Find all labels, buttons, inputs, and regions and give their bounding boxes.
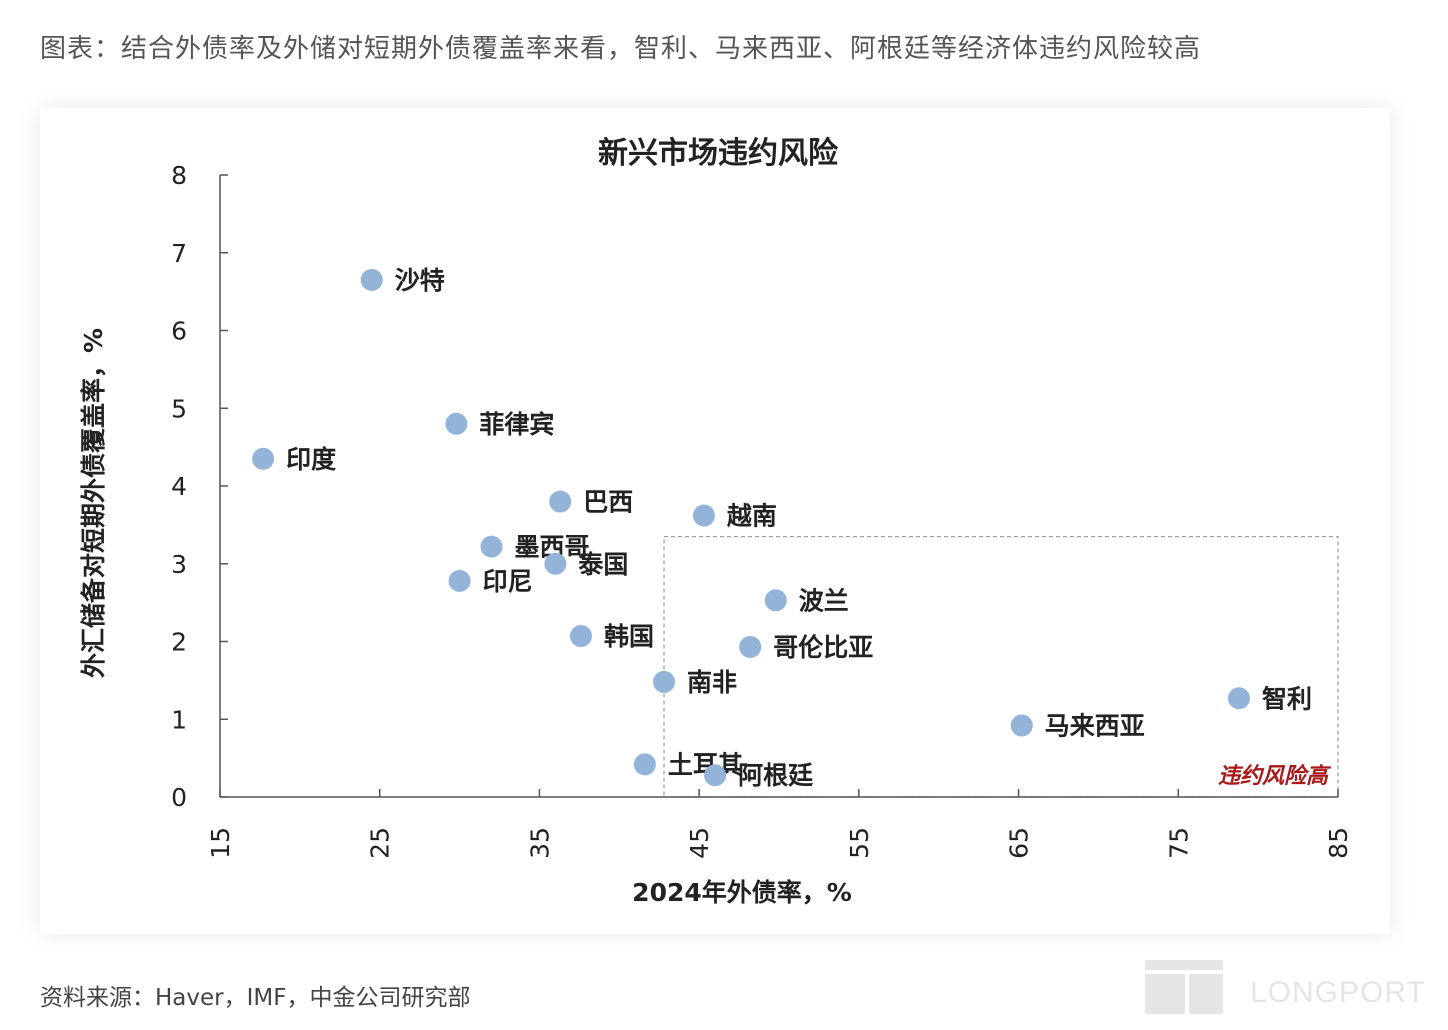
x-tick-label: 35 bbox=[525, 827, 554, 859]
data-point-label: 印尼 bbox=[483, 567, 533, 596]
data-point bbox=[704, 764, 727, 787]
x-tick-label: 85 bbox=[1324, 827, 1353, 859]
data-point bbox=[633, 753, 656, 776]
data-point bbox=[692, 504, 715, 527]
data-point-label: 智利 bbox=[1262, 684, 1312, 713]
data-point-label: 波兰 bbox=[799, 586, 849, 615]
x-tick-label: 45 bbox=[685, 827, 714, 859]
x-tick-label: 25 bbox=[366, 827, 395, 859]
data-point bbox=[480, 535, 503, 558]
data-point bbox=[653, 670, 676, 693]
data-point-label: 泰国 bbox=[578, 550, 628, 579]
x-tick-label: 55 bbox=[845, 827, 874, 859]
data-point-label: 印度 bbox=[286, 445, 336, 474]
y-tick-label: 4 bbox=[171, 472, 187, 501]
y-tick-label: 5 bbox=[171, 394, 187, 423]
data-point-label: 韩国 bbox=[604, 622, 654, 651]
data-point-label: 沙特 bbox=[395, 266, 445, 295]
y-tick-label: 1 bbox=[171, 705, 187, 734]
data-point-label: 越南 bbox=[727, 502, 777, 531]
data-point bbox=[544, 552, 567, 575]
data-point bbox=[360, 268, 383, 291]
y-tick-label: 8 bbox=[171, 161, 187, 190]
source-note: 资料来源：Haver，IMF，中金公司研究部 bbox=[40, 985, 471, 1011]
data-point bbox=[739, 635, 762, 658]
risk-region-label: 违约风险高 bbox=[1218, 763, 1332, 789]
y-tick-label: 2 bbox=[171, 628, 187, 657]
chart-title: 新兴市场违约风险 bbox=[598, 136, 839, 171]
data-point bbox=[569, 625, 592, 648]
y-tick-label: 7 bbox=[171, 239, 187, 268]
data-point bbox=[549, 490, 572, 513]
x-tick-label: 65 bbox=[1005, 827, 1034, 859]
data-point-label: 南非 bbox=[687, 668, 737, 697]
longport-logo-icon bbox=[1145, 960, 1223, 1014]
data-point-label: 哥伦比亚 bbox=[773, 633, 873, 662]
watermark-logo: LONGPORT bbox=[1145, 960, 1435, 1020]
data-point-label: 菲律宾 bbox=[479, 410, 554, 439]
x-tick-label: 15 bbox=[206, 827, 235, 859]
page-heading: 图表：结合外债率及外储对短期外债覆盖率来看，智利、马来西亚、阿根廷等经济体违约风… bbox=[40, 34, 1202, 64]
x-axis-title: 2024年外债率，% bbox=[632, 878, 852, 907]
x-tick-label: 75 bbox=[1164, 827, 1193, 859]
chart-card: 违约风险高 0 1 2 3 4 5 6 7 8 15 25 35 45 55 65 75 85 沙特 菲律宾 印度巴… bbox=[40, 108, 1390, 934]
data-point-label: 巴西 bbox=[583, 488, 633, 517]
data-point bbox=[1010, 714, 1033, 737]
y-axis-title: 外汇储备对短期外债覆盖率，% bbox=[79, 328, 108, 678]
data-point bbox=[252, 447, 275, 470]
risk-region-box bbox=[663, 535, 1339, 798]
data-point-label: 马来西亚 bbox=[1045, 711, 1145, 740]
data-point-label: 阿根廷 bbox=[738, 761, 813, 790]
y-tick-label: 0 bbox=[171, 783, 187, 812]
data-point bbox=[764, 589, 787, 612]
y-tick-label: 6 bbox=[171, 317, 187, 346]
y-tick-label: 3 bbox=[171, 550, 187, 579]
data-point bbox=[1227, 687, 1250, 710]
watermark-text: LONGPORT bbox=[1250, 976, 1426, 1009]
data-point bbox=[445, 412, 468, 435]
data-point bbox=[448, 569, 471, 592]
risk-region-layer: 违约风险高 bbox=[663, 535, 1339, 798]
